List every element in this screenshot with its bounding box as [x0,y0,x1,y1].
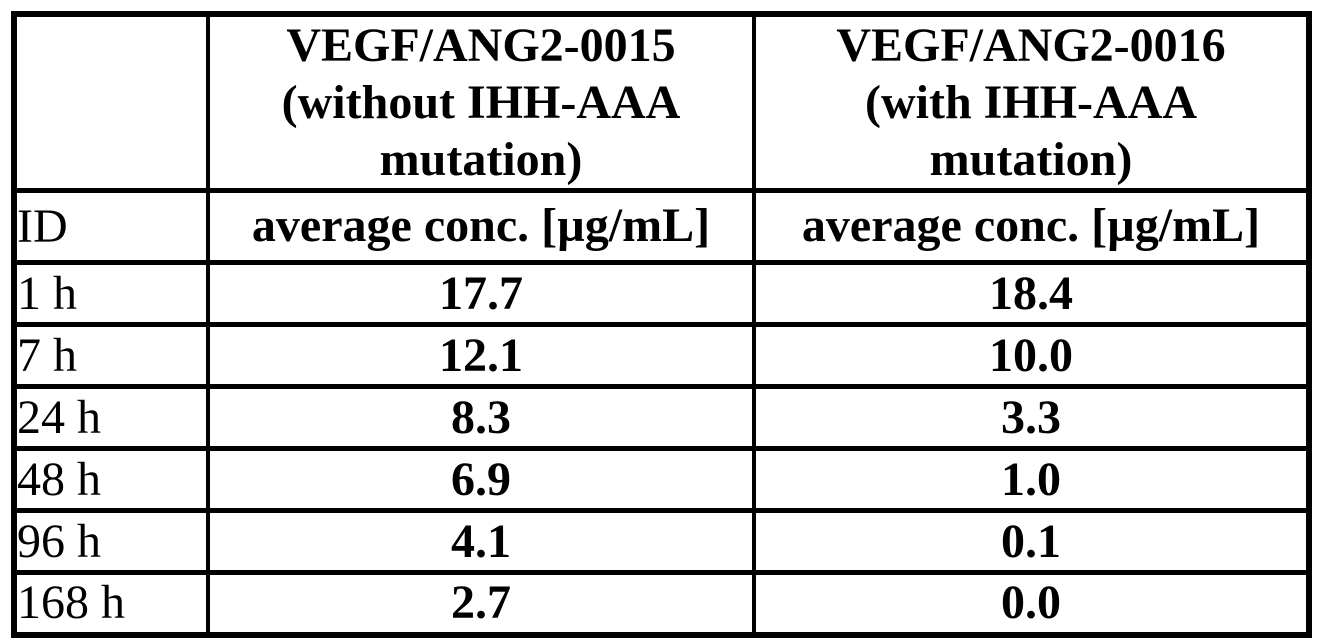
conc-value-0016: 10.0 [752,322,1311,389]
conc-value-0016: 0.0 [752,570,1311,637]
header-col-vegf-ang2-0016: VEGF/ANG2-0016 (with IHH-AAA mutation) [752,11,1311,193]
id-header-cell: ID [12,188,210,265]
table-row-1h: 1 h 17.7 18.4 [12,260,1311,327]
conc-value-0016: 18.4 [752,260,1311,327]
conc-value-0015: 4.1 [206,508,756,575]
header-row-molecules: VEGF/ANG2-0015 (without IHH-AAA mutation… [12,11,1311,193]
header-col-vegf-ang2-0015: VEGF/ANG2-0015 (without IHH-AAA mutation… [206,11,756,193]
table-row-48h: 48 h 6.9 1.0 [12,446,1311,513]
conc-value-0015: 2.7 [206,570,756,637]
conc-value-0015: 12.1 [206,322,756,389]
conc-value-0016: 1.0 [752,446,1311,513]
time-label: 48 h [12,446,210,513]
header-0015-line2: (without IHH-AAA [281,76,681,129]
header-0016-line1: VEGF/ANG2-0016 [836,19,1226,72]
header-0015-line1: VEGF/ANG2-0015 [286,19,676,72]
concentration-table: VEGF/ANG2-0015 (without IHH-AAA mutation… [11,11,1312,638]
time-label: 168 h [12,570,210,637]
conc-value-0015: 8.3 [206,384,756,451]
table-row-96h: 96 h 4.1 0.1 [12,508,1311,575]
time-label: 7 h [12,322,210,389]
header-0016-line3: mutation) [929,133,1133,186]
header-0015-line3: mutation) [379,133,583,186]
time-label: 24 h [12,384,210,451]
time-label: 96 h [12,508,210,575]
conc-value-0016: 0.1 [752,508,1311,575]
header-0016-line2: (with IHH-AAA [865,76,1197,129]
conc-value-0015: 17.7 [206,260,756,327]
table-row-24h: 24 h 8.3 3.3 [12,384,1311,451]
time-label: 1 h [12,260,210,327]
table-row-168h: 168 h 2.7 0.0 [12,570,1311,637]
conc-value-0016: 3.3 [752,384,1311,451]
table-row-7h: 7 h 12.1 10.0 [12,322,1311,389]
unit-cell-0015: average conc. [µg/mL] [206,188,756,265]
unit-cell-0016: average conc. [µg/mL] [752,188,1311,265]
corner-cell [12,11,210,193]
conc-value-0015: 6.9 [206,446,756,513]
header-row-units: ID average conc. [µg/mL] average conc. [… [12,188,1311,265]
